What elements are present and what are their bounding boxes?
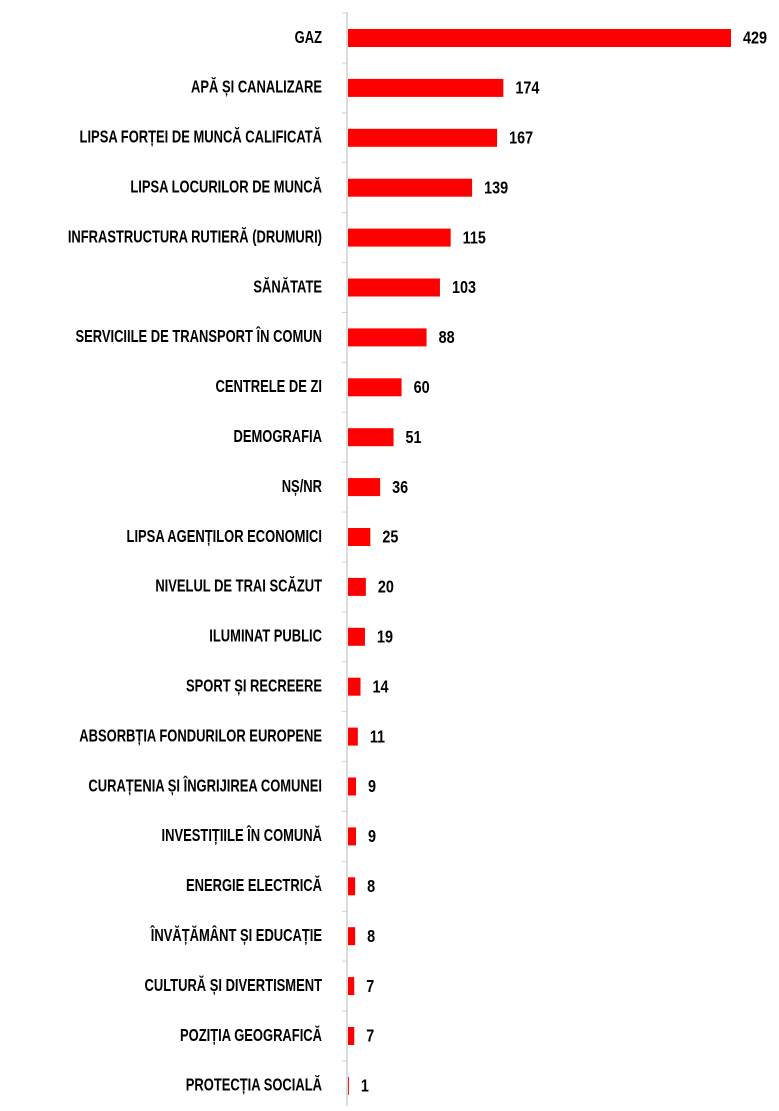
value-label: 14 [372, 677, 388, 697]
category-label: LIPSA LOCURILOR DE MUNCĂ [130, 175, 322, 197]
value-label: 7 [366, 976, 374, 996]
bar [348, 627, 365, 646]
value-label: 9 [368, 827, 376, 847]
value-label: 19 [377, 627, 393, 647]
bar [348, 428, 394, 447]
bar [348, 178, 473, 197]
category-label: CENTRELE DE ZI [216, 377, 322, 397]
bar [348, 128, 498, 147]
value-label: 103 [452, 278, 476, 298]
category-label: SĂNĂTATE [253, 275, 322, 297]
value-label: 429 [743, 28, 767, 48]
value-label: 20 [378, 577, 394, 597]
category-label: ILUMINAT PUBLIC [209, 627, 322, 647]
bar [348, 478, 381, 497]
bar [348, 927, 356, 946]
category-label: NȘ/NR [282, 477, 322, 497]
value-label: 139 [484, 178, 508, 198]
category-label: ÎNVĂȚĂMÂNT ȘI EDUCAȚIE [150, 924, 322, 946]
value-label: 88 [439, 328, 455, 348]
value-label: 8 [367, 926, 375, 946]
value-label: 7 [366, 1026, 374, 1046]
value-label: 174 [515, 78, 539, 98]
category-label: PROTECȚIA SOCIALĂ [186, 1073, 322, 1095]
bar [348, 328, 427, 347]
category-label: SPORT ȘI RECREERE [186, 677, 322, 697]
bar [348, 577, 366, 596]
value-label: 11 [370, 727, 385, 747]
bar [348, 528, 371, 546]
category-label: CULTURĂ ȘI DIVERTISMENT [145, 974, 323, 996]
category-label: APĂ ȘI CANALIZARE [191, 75, 322, 97]
category-label: LIPSA FORȚEI DE MUNCĂ CALIFICATĂ [80, 125, 322, 147]
bar [348, 378, 402, 397]
value-label: 167 [509, 128, 533, 148]
category-label: SERVICIILE DE TRANSPORT ÎN COMUN [75, 325, 322, 347]
category-label: INFRASTRUCTURA RUTIERĂ (DRUMURI) [68, 225, 322, 247]
category-label: GAZ [295, 28, 323, 48]
category-label: INVESTIȚIILE ÎN COMUNĂ [162, 824, 322, 846]
bar [348, 1027, 355, 1045]
bar [348, 777, 357, 796]
bar [348, 827, 357, 846]
bar [348, 29, 731, 47]
value-label: 36 [392, 477, 408, 497]
value-label: 25 [382, 527, 398, 547]
category-label: ENERGIE ELECTRICĂ [186, 874, 322, 896]
bar [348, 228, 451, 247]
value-label: 1 [361, 1076, 369, 1096]
bar [348, 677, 361, 696]
value-label: 60 [414, 378, 430, 398]
value-label: 51 [406, 427, 422, 447]
category-label: ABSORBȚIA FONDURILOR EUROPENE [79, 726, 322, 746]
bar [348, 977, 355, 996]
bar [348, 1076, 349, 1095]
bar [348, 278, 440, 297]
category-label: NIVELUL DE TRAI SCĂZUT [155, 574, 322, 596]
value-label: 8 [367, 877, 375, 897]
category-label: LIPSA AGENȚILOR ECONOMICI [127, 527, 322, 547]
value-label: 115 [463, 228, 486, 248]
category-label: DEMOGRAFIA [234, 427, 322, 447]
bar [348, 78, 504, 97]
bar [348, 877, 356, 896]
value-label: 9 [368, 777, 376, 797]
category-label: POZIȚIA GEOGRAFICĂ [180, 1024, 322, 1046]
bar [348, 727, 358, 746]
category-label: CURAȚENIA ȘI ÎNGRIJIREA COMUNEI [88, 774, 322, 796]
